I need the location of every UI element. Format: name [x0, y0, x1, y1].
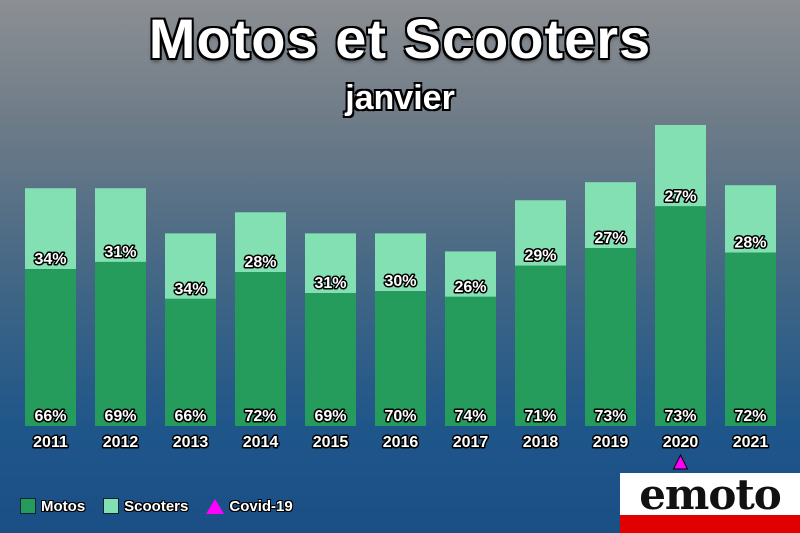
bar-scooters-2011 [25, 188, 76, 270]
legend-swatch-scooters [103, 498, 120, 514]
bar-motos-2012 [95, 261, 146, 426]
legend-swatch-motos [20, 498, 36, 514]
x-tick-2012: 2012 [103, 434, 139, 451]
bar-scooters-2015 [305, 233, 356, 294]
bar-scooters-2014 [235, 212, 286, 273]
label-motos-2021: 72% [734, 408, 766, 425]
label-scooters-2018: 29% [524, 248, 556, 265]
bar-scooters-2018 [515, 200, 566, 266]
legend-item-motos: Motos [20, 498, 85, 515]
label-scooters-2019: 27% [594, 230, 626, 247]
label-scooters-2016: 30% [384, 273, 416, 290]
bar-scooters-2019 [585, 182, 636, 249]
bar-motos-2015 [305, 293, 356, 426]
x-tick-2016: 2016 [383, 434, 419, 451]
label-motos-2014: 72% [244, 408, 276, 425]
label-scooters-2014: 28% [244, 254, 276, 271]
x-tick-2018: 2018 [523, 434, 559, 451]
covid-triangle-icon [206, 498, 225, 514]
label-motos-2011: 66% [34, 408, 66, 425]
label-motos-2020: 73% [664, 408, 696, 425]
bar-motos-2011 [25, 269, 76, 426]
label-scooters-2020: 27% [664, 188, 696, 205]
bar-motos-2018 [515, 265, 566, 426]
x-tick-2014: 2014 [243, 434, 279, 451]
legend-label-covid: Covid-19 [229, 497, 293, 515]
legend-label-scooters: Scooters [124, 497, 189, 515]
label-motos-2016: 70% [384, 408, 416, 425]
bar-scooters-2020 [655, 125, 706, 207]
logo-red-bar [620, 515, 800, 533]
emoto-logo: emoto [620, 473, 800, 533]
x-tick-2015: 2015 [313, 434, 349, 451]
label-scooters-2015: 31% [314, 275, 346, 292]
bar-motos-2014 [235, 272, 286, 426]
x-tick-2020: 2020 [663, 434, 699, 451]
x-tick-2019: 2019 [593, 434, 629, 451]
label-scooters-2011: 34% [34, 251, 66, 268]
legend-item-scooters: Scooters [103, 498, 188, 515]
bar-scooters-2021 [725, 185, 776, 253]
bar-scooters-2016 [375, 233, 426, 292]
bar-scooters-2012 [95, 188, 146, 262]
bar-motos-2019 [585, 248, 636, 426]
bar-motos-2020 [655, 206, 706, 426]
logo-text: emoto [639, 470, 782, 519]
chart-title: Motos et Scooters [148, 7, 652, 70]
covid-marker-2020 [672, 453, 689, 470]
x-tick-2017: 2017 [453, 434, 489, 451]
label-motos-2018: 71% [524, 408, 556, 425]
bar-scooters-2017 [445, 251, 496, 297]
bar-motos-2016 [375, 291, 426, 426]
legend-label-motos: Motos [41, 497, 86, 515]
label-motos-2019: 73% [594, 408, 626, 425]
label-motos-2017: 74% [454, 408, 486, 425]
label-scooters-2013: 34% [174, 281, 206, 298]
label-scooters-2012: 31% [104, 244, 136, 261]
legend-item-covid: Covid-19 [206, 497, 293, 515]
chart-subtitle: janvier [345, 79, 455, 117]
bar-motos-2017 [445, 296, 496, 426]
x-tick-2021: 2021 [733, 434, 769, 451]
legend: Motos Scooters Covid-19 [20, 496, 303, 516]
bar-motos-2013 [165, 298, 216, 426]
bar-scooters-2013 [165, 233, 216, 299]
label-motos-2013: 66% [174, 408, 206, 425]
label-motos-2012: 69% [104, 408, 136, 425]
label-scooters-2021: 28% [734, 235, 766, 252]
label-scooters-2017: 26% [454, 279, 486, 296]
label-motos-2015: 69% [314, 408, 346, 425]
x-tick-2011: 2011 [33, 434, 68, 451]
x-tick-2013: 2013 [173, 434, 209, 451]
bar-motos-2021 [725, 252, 776, 426]
